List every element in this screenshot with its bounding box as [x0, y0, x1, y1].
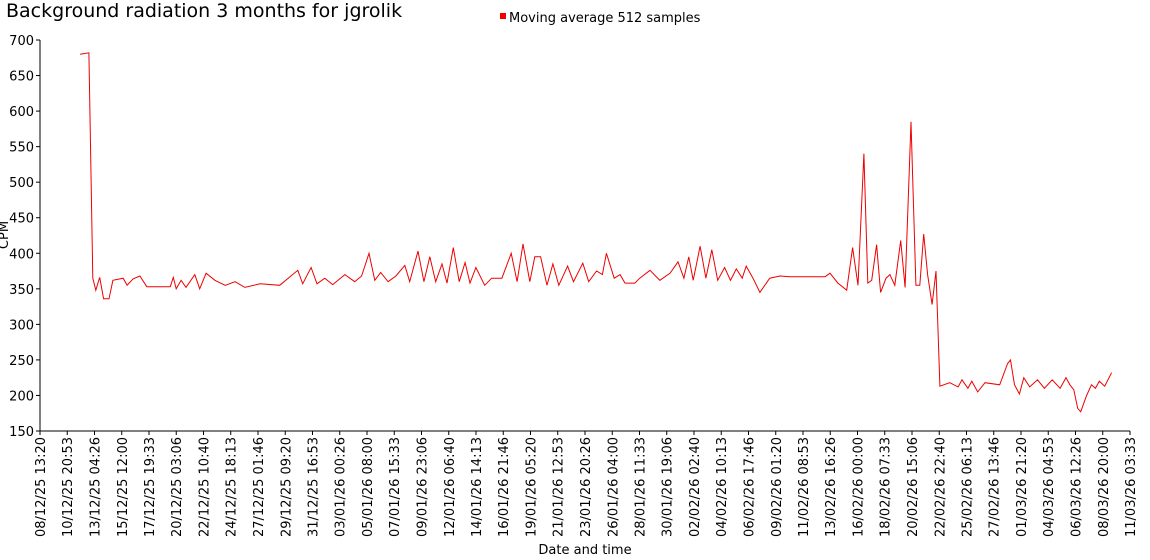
x-tick-label: 09/02/26 01:20: [770, 437, 785, 537]
y-axis-label: CPM: [0, 221, 12, 249]
x-tick-label: 22/12/25 10:40: [198, 437, 213, 537]
y-tick-label: 300: [9, 318, 34, 333]
y-tick-label: 250: [9, 354, 34, 369]
x-tick-label: 07/01/26 15:33: [388, 437, 403, 537]
x-tick-label: 26/01/26 04:00: [606, 437, 621, 537]
x-tick-label: 19/01/26 05:20: [525, 437, 540, 537]
x-tick-label: 18/02/26 07:33: [879, 437, 894, 537]
y-tick-label: 350: [9, 283, 34, 298]
y-tick-label: 450: [9, 212, 34, 227]
y-tick-label: 700: [9, 34, 34, 49]
x-tick-label: 06/02/26 17:46: [742, 437, 757, 537]
x-tick-label: 11/02/26 08:53: [797, 437, 812, 537]
x-tick-label: 13/02/26 16:26: [824, 437, 839, 537]
x-tick-label: 10/12/25 20:53: [61, 437, 76, 537]
y-tick-label: 500: [9, 176, 34, 191]
x-tick-label: 09/01/26 23:06: [415, 437, 430, 537]
x-tick-label: 21/01/26 12:53: [552, 437, 567, 537]
x-tick-label: 24/12/25 18:13: [225, 437, 240, 537]
x-tick-label: 25/02/26 06:13: [960, 437, 975, 537]
x-tick-label: 01/03/26 21:20: [1015, 437, 1030, 537]
x-tick-label: 04/03/26 04:53: [1042, 437, 1057, 537]
x-tick-label: 02/02/26 02:40: [688, 437, 703, 537]
y-tick-label: 600: [9, 105, 34, 120]
chart-title: Background radiation 3 months for jgroli…: [6, 0, 402, 22]
x-tick-label: 03/01/26 00:26: [334, 437, 349, 537]
x-tick-label: 22/02/26 22:40: [933, 437, 948, 537]
x-tick-label: 23/01/26 20:26: [579, 437, 594, 537]
x-tick-label: 08/12/25 13:20: [34, 437, 49, 537]
x-tick-label: 14/01/26 14:13: [470, 437, 485, 537]
y-tick-label: 650: [9, 70, 34, 85]
x-tick-label: 06/03/26 12:26: [1069, 437, 1084, 537]
y-tick-label: 550: [9, 141, 34, 156]
x-tick-label: 17/12/25 19:33: [143, 437, 158, 537]
y-tick-label: 150: [9, 425, 34, 440]
x-tick-label: 20/12/25 03:06: [170, 437, 185, 537]
x-tick-label: 11/03/26 03:33: [1124, 437, 1139, 537]
x-axis-label: Date and time: [538, 543, 631, 558]
x-tick-label: 16/01/26 21:46: [497, 437, 512, 537]
x-tick-label: 15/12/25 12:00: [116, 437, 131, 537]
legend-label: Moving average 512 samples: [509, 11, 701, 26]
x-tick-label: 13/12/25 04:26: [88, 437, 103, 537]
x-tick-label: 04/02/26 10:13: [715, 437, 730, 537]
x-tick-label: 16/02/26 00:00: [852, 437, 867, 537]
x-tick-label: 12/01/26 06:40: [443, 437, 458, 537]
x-tick-label: 20/02/26 15:06: [906, 437, 921, 537]
data-line: [80, 52, 1113, 413]
x-tick-label: 29/12/25 09:20: [279, 437, 294, 537]
x-tick-label: 05/01/26 08:00: [361, 437, 376, 537]
x-tick-label: 30/01/26 19:06: [661, 437, 676, 537]
x-tick-label: 28/01/26 11:33: [633, 437, 648, 537]
legend-swatch: [500, 13, 506, 19]
x-tick-label: 31/12/25 16:53: [306, 437, 321, 537]
y-tick-label: 200: [9, 389, 34, 404]
x-tick-label: 27/12/25 01:46: [252, 437, 267, 537]
y-tick-label: 400: [9, 247, 34, 262]
x-tick-label: 08/03/26 20:00: [1097, 437, 1112, 537]
x-tick-label: 27/02/26 13:46: [988, 437, 1003, 537]
